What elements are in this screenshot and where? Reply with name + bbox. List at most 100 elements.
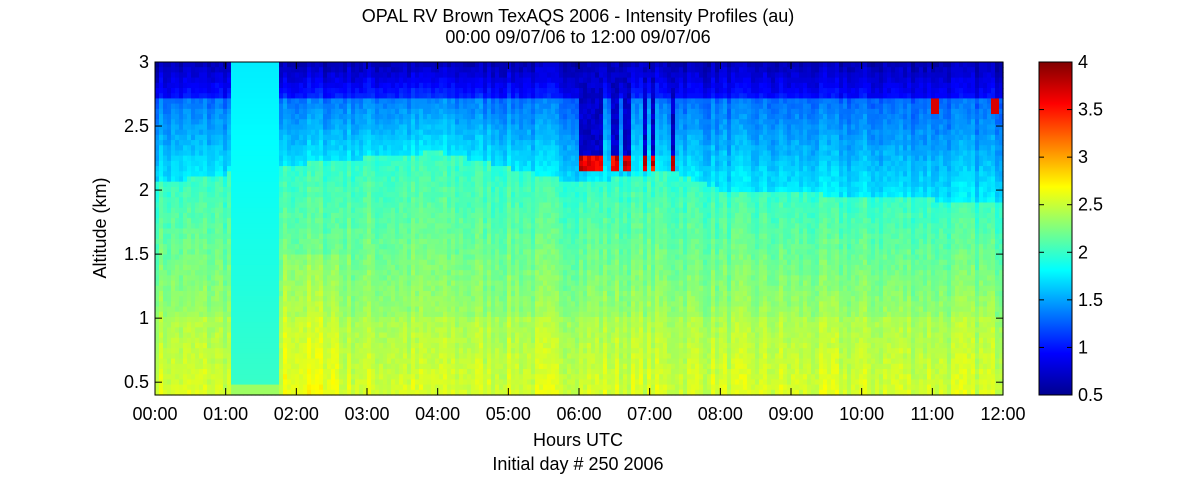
heatmap-cell	[167, 249, 172, 256]
heatmap-cell	[339, 316, 344, 323]
heatmap-cell	[239, 285, 244, 292]
heatmap-cell	[259, 93, 264, 100]
heatmap-cell	[287, 72, 292, 79]
heatmap-cell	[363, 181, 368, 188]
heatmap-cell	[187, 374, 192, 380]
heatmap-cell	[283, 332, 288, 339]
heatmap-cell	[267, 103, 272, 110]
heatmap-cell	[315, 228, 320, 235]
heatmap-cell	[199, 103, 204, 110]
heatmap-cell	[371, 181, 376, 188]
heatmap-cell	[375, 160, 380, 167]
heatmap-cell	[175, 129, 180, 136]
heatmap-cell	[231, 285, 236, 292]
heatmap-cell	[407, 275, 412, 282]
heatmap-cell	[283, 353, 288, 360]
heatmap-cell	[155, 311, 160, 318]
heatmap-cell	[295, 98, 300, 105]
heatmap-cell	[155, 368, 160, 375]
heatmap-cell	[219, 285, 224, 292]
heatmap-cell	[355, 207, 360, 214]
heatmap-cell	[223, 197, 228, 204]
heatmap-cell	[351, 124, 356, 131]
heatmap-cell	[335, 145, 340, 152]
heatmap-cell	[403, 82, 408, 89]
heatmap-cell	[419, 244, 424, 250]
heatmap-cell	[331, 160, 336, 167]
heatmap-cell	[363, 244, 368, 250]
heatmap-cell	[407, 207, 412, 214]
heatmap-cell	[259, 285, 264, 292]
heatmap-cell	[435, 160, 440, 167]
heatmap-cell	[271, 62, 276, 68]
heatmap-cell	[347, 358, 352, 365]
heatmap-cell	[443, 368, 448, 375]
heatmap-cell	[343, 140, 348, 146]
heatmap-cell	[459, 280, 464, 287]
heatmap-cell	[163, 296, 168, 302]
heatmap-cell	[339, 379, 344, 386]
heatmap-cell	[435, 212, 440, 219]
heatmap-cell	[363, 342, 368, 349]
heatmap-cell	[439, 358, 444, 365]
heatmap-cell	[267, 218, 272, 224]
heatmap-cell	[443, 374, 448, 380]
heatmap-cell	[439, 181, 444, 188]
heatmap-cell	[227, 296, 232, 302]
heatmap-cell	[395, 134, 400, 141]
heatmap-cell	[243, 270, 248, 276]
heatmap-cell	[183, 322, 188, 328]
heatmap-cell	[227, 223, 232, 230]
heatmap-cell	[247, 155, 252, 162]
heatmap-cell	[243, 155, 248, 162]
heatmap-cell	[363, 306, 368, 313]
heatmap-cell	[155, 244, 160, 250]
heatmap-cell	[327, 254, 332, 261]
heatmap-cell	[303, 218, 308, 224]
heatmap-cell	[171, 238, 176, 245]
heatmap-cell	[215, 389, 220, 396]
heatmap-cell	[159, 290, 164, 297]
heatmap-cell	[395, 93, 400, 100]
heatmap-cell	[403, 160, 408, 167]
heatmap-cell	[271, 301, 276, 308]
heatmap-cell	[371, 197, 376, 204]
heatmap-cell	[219, 93, 224, 100]
heatmap-cell	[187, 384, 192, 391]
heatmap-cell	[179, 290, 184, 297]
heatmap-cell	[379, 150, 384, 157]
heatmap-cell	[431, 249, 436, 256]
heatmap-cell	[327, 218, 332, 224]
heatmap-cell	[319, 296, 324, 302]
heatmap-cell	[195, 212, 200, 219]
heatmap-cell	[443, 145, 448, 152]
heatmap-cell	[239, 197, 244, 204]
heatmap-cell	[219, 363, 224, 370]
heatmap-cell	[359, 238, 364, 245]
heatmap-cell	[403, 322, 408, 328]
heatmap-cell	[263, 244, 268, 250]
heatmap-cell	[175, 192, 180, 198]
heatmap-cell	[259, 280, 264, 287]
heatmap-cell	[443, 129, 448, 136]
heatmap-cell	[443, 348, 448, 354]
heatmap-cell	[175, 202, 180, 209]
heatmap-cell	[431, 332, 436, 339]
heatmap-cell	[179, 249, 184, 256]
heatmap-cell	[463, 228, 468, 235]
heatmap-cell	[459, 62, 464, 68]
heatmap-cell	[279, 207, 284, 214]
heatmap-cell	[431, 353, 436, 360]
heatmap-cell	[259, 353, 264, 360]
heatmap-cell	[343, 322, 348, 328]
heatmap-cell	[191, 389, 196, 396]
heatmap-cell	[207, 171, 212, 178]
heatmap-cell	[283, 290, 288, 297]
heatmap-cell	[163, 150, 168, 157]
heatmap-cell	[267, 353, 272, 360]
heatmap-cell	[159, 368, 164, 375]
heatmap-cell	[359, 140, 364, 146]
heatmap-cell	[187, 259, 192, 266]
heatmap-cell	[407, 311, 412, 318]
heatmap-cell	[235, 129, 240, 136]
